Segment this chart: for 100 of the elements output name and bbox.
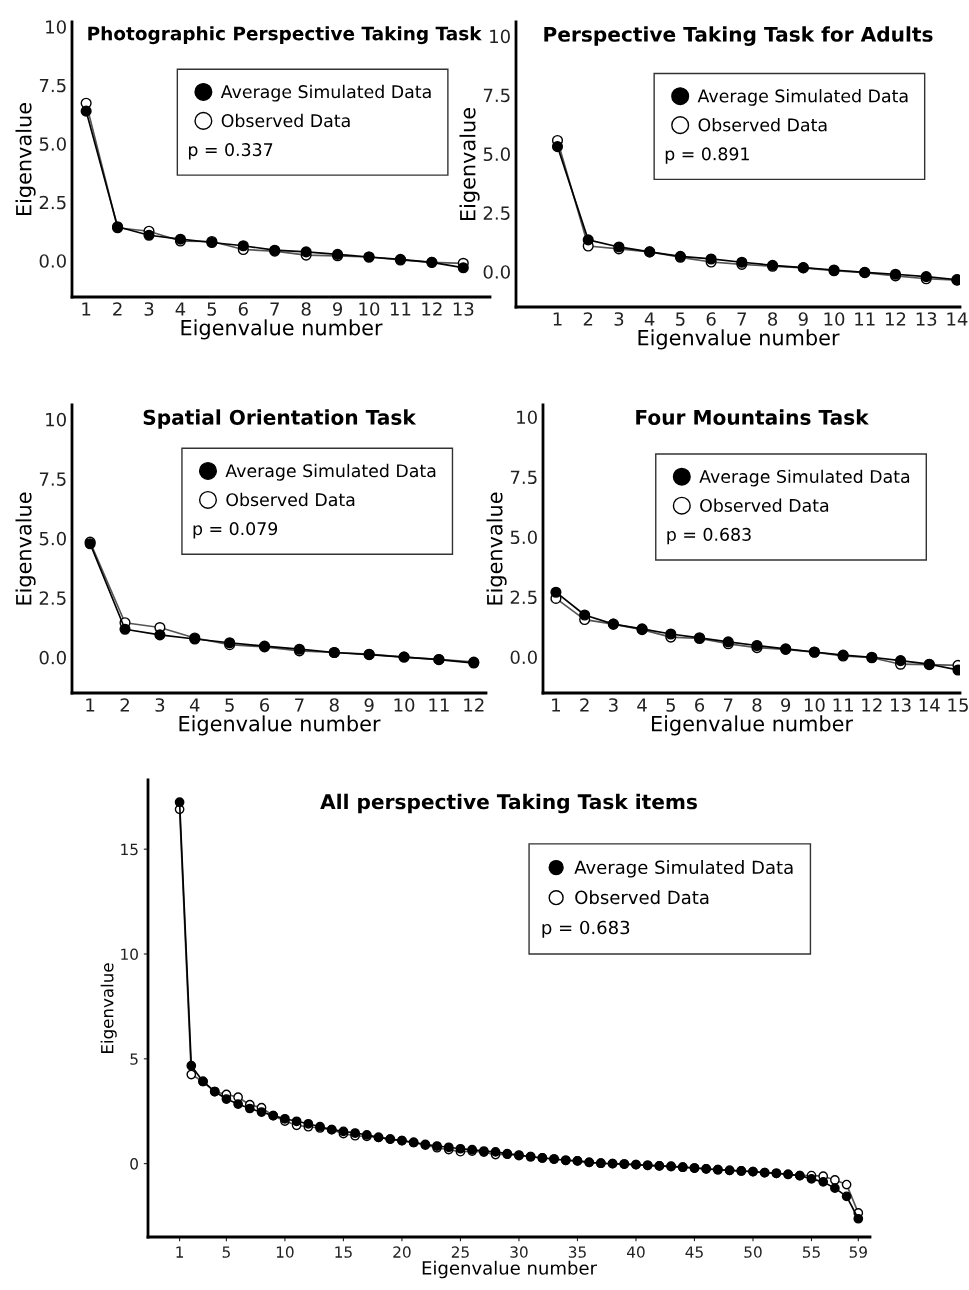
annotation: p = 0.891	[665, 147, 749, 164]
y-tick-label: 7.5	[39, 78, 66, 93]
text: All perspective Taking Task items	[320, 793, 697, 814]
legend-label: Observed Data	[698, 118, 827, 132]
legend-label: Average Simulated Data	[225, 463, 436, 481]
chart-title: Spatial Orientation Task	[143, 409, 417, 429]
legend-label: Observed Data	[221, 113, 350, 128]
annotation: p = 0.079	[193, 522, 278, 539]
y-tick-label: 15	[121, 843, 138, 856]
y-tick-label: 2.5	[39, 195, 66, 210]
x-tick-label: 25	[451, 1246, 469, 1258]
y-tick-label: 5.0	[39, 137, 66, 151]
x-tick-label: 11	[833, 698, 853, 712]
x-tick-label: 4	[644, 312, 655, 326]
legend-label: Observed Data	[226, 492, 355, 507]
x-tick-label: 11	[390, 302, 411, 316]
x-tick-label: 40	[626, 1246, 645, 1258]
annotation: p = 0.683	[667, 527, 751, 545]
y-tick-label: 0.0	[39, 650, 66, 665]
x-tick-label: 12	[885, 312, 906, 326]
x-tick-label: 8	[301, 302, 311, 316]
x-tick-label: 59	[849, 1246, 867, 1258]
y-tick-label: 10	[46, 20, 66, 34]
x-tick-label: 11	[855, 312, 875, 326]
x-tick-label: 7	[295, 698, 304, 712]
x-tick-label: 2	[583, 312, 593, 326]
y-tick-label: 7.5	[510, 470, 537, 485]
x-tick-label: 3	[155, 698, 165, 712]
x-tick-label: 4	[189, 698, 200, 712]
y-tick-label: 5	[130, 1053, 138, 1065]
x-axis-title: Eigenvalue number	[181, 319, 383, 340]
y-axis-title: Eigenvalue	[486, 492, 507, 605]
x-tick-label: 1	[552, 698, 560, 712]
x-tick-label: 15	[335, 1246, 352, 1258]
x-tick-label: 1	[86, 698, 95, 712]
y-tick-label: 10	[121, 948, 138, 961]
x-tick-label: 5	[676, 312, 685, 326]
x-tick-label: 6	[706, 312, 716, 326]
x-tick-label: 30	[510, 1246, 528, 1258]
x-tick-label: 7	[270, 302, 279, 316]
x-tick-label: 13	[916, 312, 937, 326]
y-tick-label: 0.0	[510, 650, 537, 665]
chart-title: Photographic Perspective Taking Task	[88, 26, 482, 45]
x-tick-label: 9	[364, 698, 374, 712]
x-tick-label: 5	[222, 1246, 230, 1258]
x-tick-label: 6	[238, 302, 248, 316]
y-tick-label: 5.0	[483, 147, 510, 162]
x-tick-label: 2	[120, 698, 129, 712]
x-tick-label: 3	[608, 698, 618, 712]
x-tick-label: 6	[695, 698, 705, 712]
y-tick-label: 10	[46, 412, 66, 427]
x-tick-label: 15	[948, 698, 968, 712]
x-tick-label: 5	[666, 698, 675, 712]
x-tick-label: 5	[225, 698, 234, 712]
x-tick-label: 10	[824, 312, 845, 326]
x-tick-label: 10	[276, 1246, 294, 1258]
y-tick-label: 10	[490, 29, 510, 44]
x-tick-label: 5	[207, 302, 217, 316]
x-tick-label: 8	[752, 698, 762, 712]
annotation: p = 0.337	[188, 143, 273, 160]
y-tick-label: 0.0	[483, 265, 510, 279]
x-tick-label: 12	[422, 302, 442, 316]
x-axis-title: Eigenvalue number	[638, 329, 840, 350]
y-tick-label: 2.5	[510, 590, 537, 605]
x-tick-label: 14	[947, 312, 968, 326]
y-axis-title: Eigenvalue	[15, 492, 36, 605]
x-tick-label: 11	[429, 698, 449, 712]
x-axis-title: Eigenvalue number	[422, 1260, 597, 1279]
y-tick-label: 5.0	[510, 530, 537, 545]
x-tick-label: 45	[685, 1246, 703, 1258]
x-tick-label: 13	[891, 698, 911, 712]
x-tick-label: 3	[614, 312, 624, 326]
x-tick-label: 4	[175, 302, 186, 316]
x-tick-label: 35	[568, 1246, 586, 1258]
legend-label: Average Simulated Data	[697, 89, 908, 106]
x-tick-label: 10	[359, 302, 380, 316]
y-tick-label: 5.0	[39, 531, 66, 546]
x-tick-label: 2	[113, 302, 122, 316]
legend-label: Average Simulated Data	[574, 860, 793, 878]
x-tick-label: 14	[919, 698, 940, 712]
x-tick-label: 4	[637, 698, 647, 712]
x-tick-label: 12	[464, 698, 484, 712]
x-tick-label: 2	[580, 698, 589, 712]
x-tick-label: 8	[768, 312, 778, 326]
x-tick-label: 12	[862, 698, 882, 712]
x-tick-label: 13	[453, 302, 474, 316]
y-tick-label: 7.5	[483, 88, 510, 103]
x-tick-label: 8	[329, 698, 339, 712]
y-axis-title: Eigenvalue	[459, 108, 480, 221]
y-axis-title: Eigenvalue	[100, 963, 117, 1053]
annotation: p = 0.683	[542, 920, 630, 938]
legend-label: Observed Data	[700, 498, 829, 513]
x-axis-title: Eigenvalue number	[652, 715, 854, 736]
x-tick-label: 9	[798, 312, 808, 326]
y-tick-label: 10	[517, 410, 537, 425]
y-axis-title: Eigenvalue	[15, 103, 36, 216]
x-tick-label: 3	[144, 302, 154, 316]
x-tick-label: 9	[332, 302, 343, 316]
legend-label: Average Simulated Data	[220, 84, 431, 102]
x-tick-label: 1	[82, 302, 91, 316]
